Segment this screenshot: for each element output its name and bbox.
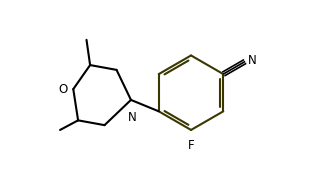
Text: N: N bbox=[248, 54, 256, 67]
Text: O: O bbox=[58, 83, 67, 96]
Text: F: F bbox=[188, 139, 194, 152]
Text: N: N bbox=[128, 111, 137, 124]
